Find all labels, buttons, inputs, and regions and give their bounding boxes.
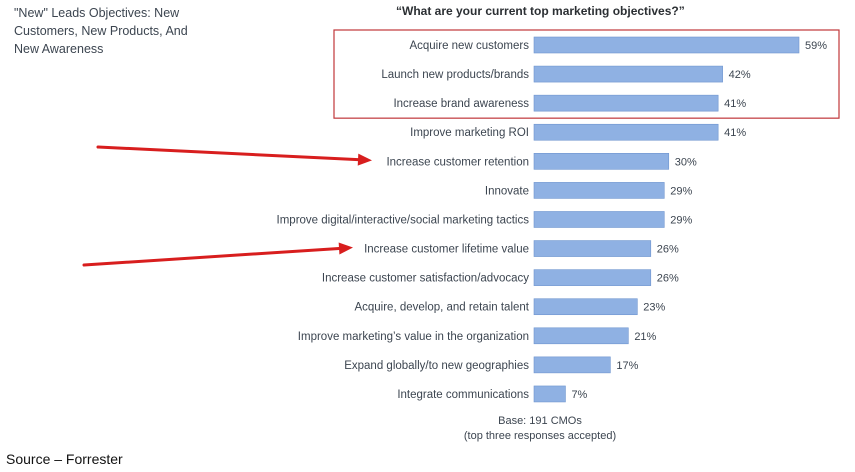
- arrow-shaft: [96, 145, 360, 162]
- bar: [533, 269, 652, 286]
- arrow-head: [357, 153, 372, 166]
- bar: [533, 123, 719, 141]
- value-label: 7%: [571, 389, 587, 401]
- category-label: Improve digital/interactive/social marke…: [277, 214, 530, 226]
- value-label: 26%: [657, 244, 679, 256]
- category-label: Increase brand awareness: [393, 98, 529, 110]
- value-label: 29%: [670, 185, 692, 197]
- bar: [533, 211, 665, 228]
- figure-title: "New" Leads Objectives: New Customers, N…: [14, 4, 224, 58]
- value-label: 23%: [643, 302, 665, 314]
- bar: [533, 327, 629, 345]
- category-label: Acquire new customers: [409, 40, 529, 52]
- bar: [533, 298, 638, 316]
- category-label: Increase customer lifetime value: [364, 244, 529, 256]
- bar: [533, 240, 652, 257]
- category-label: Improve marketing ROI: [410, 127, 529, 139]
- base-note: Base: 191 CMOs (top three responses acce…: [440, 414, 640, 444]
- chart-question: “What are your current top marketing obj…: [396, 4, 685, 18]
- bar: [533, 153, 670, 170]
- value-label: 41%: [724, 127, 746, 139]
- value-label: 42%: [729, 69, 751, 81]
- arrow-head: [338, 242, 353, 255]
- highlight-box: [333, 29, 840, 119]
- value-label: 17%: [616, 360, 638, 372]
- category-label: Integrate communications: [397, 389, 529, 401]
- value-label: 59%: [805, 40, 827, 52]
- bar: [533, 356, 611, 374]
- source-credit: Source – Forrester: [6, 451, 123, 467]
- category-label: Increase customer retention: [386, 156, 529, 168]
- bar: [533, 65, 723, 83]
- category-label: Increase customer satisfaction/advocacy: [322, 273, 529, 285]
- figure-title-line-3: New Awareness: [14, 42, 104, 56]
- bar: [533, 36, 800, 54]
- arrow-shaft: [82, 246, 341, 267]
- category-label: Expand globally/to new geographies: [344, 360, 529, 372]
- base-note-line-1: Base: 191 CMOs: [498, 415, 582, 427]
- value-label: 41%: [724, 98, 746, 110]
- category-label: Improve marketing’s value in the organiz…: [298, 331, 529, 343]
- bar: [533, 182, 665, 199]
- value-label: 26%: [657, 273, 679, 285]
- bar: [533, 385, 566, 403]
- category-label: Launch new products/brands: [381, 69, 529, 81]
- figure-title-line-2: Customers, New Products, And: [14, 24, 188, 38]
- bar: [533, 94, 719, 112]
- value-label: 30%: [675, 156, 697, 168]
- value-label: 21%: [634, 331, 656, 343]
- figure-title-line-1: "New" Leads Objectives: New: [14, 6, 180, 20]
- category-label: Innovate: [485, 185, 529, 197]
- category-label: Acquire, develop, and retain talent: [354, 302, 529, 314]
- base-note-line-2: (top three responses accepted): [463, 430, 617, 442]
- value-label: 29%: [670, 214, 692, 226]
